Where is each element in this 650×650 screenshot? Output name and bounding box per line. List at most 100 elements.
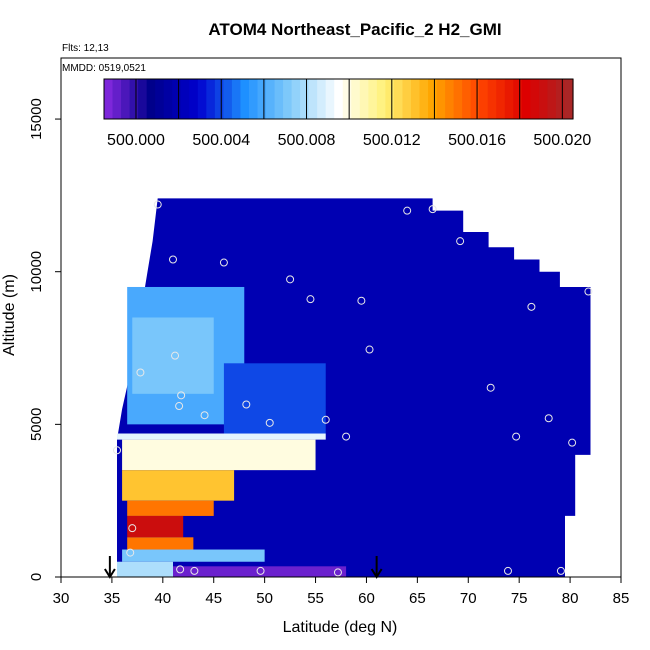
chart-title: ATOM4 Northeast_Pacific_2 H2_GMI [208, 20, 501, 39]
field-patch [122, 549, 265, 562]
sample-point [584, 287, 593, 296]
sample-point [153, 200, 162, 209]
x-tick-label: 60 [358, 590, 375, 607]
colorbar-tick-label: 500.020 [533, 132, 591, 149]
colorbar-cell [504, 79, 514, 119]
colorbar-tick-label: 500.008 [278, 132, 336, 149]
y-tick-label: 10000 [28, 251, 45, 293]
colorbar: 500.000 500.004 500.008 500.012 500.016 500.0… [103, 78, 591, 149]
field-patch [122, 439, 316, 471]
colorbar-cell [155, 79, 165, 119]
x-tick-label: 75 [511, 590, 528, 607]
colorbar-cell [462, 79, 472, 119]
x-tick-label: 45 [205, 590, 222, 607]
colorbar-cell [555, 79, 566, 119]
field-patch [127, 537, 194, 550]
x-tick-label: 85 [613, 590, 630, 607]
colorbar-cell [351, 79, 361, 119]
dates-label: MMDD: 0519,0521 [62, 63, 146, 74]
x-tick-label: 65 [409, 590, 426, 607]
field-patch [117, 561, 173, 577]
colorbar-cell [393, 79, 404, 119]
sample-point [403, 206, 412, 215]
sample-point [357, 296, 366, 305]
colorbar-cell [206, 79, 216, 119]
colorbar-cell [112, 79, 122, 119]
field-patch [122, 470, 235, 501]
colorbar-cell [538, 79, 549, 119]
y-tick-label: 15000 [28, 98, 45, 140]
y-axis-label: Altitude (m) [1, 274, 18, 356]
y-tick-label: 5000 [28, 408, 45, 441]
x-tick-label: 70 [460, 590, 477, 607]
sample-point [176, 565, 185, 574]
sample-point [486, 383, 495, 392]
sample-point [242, 400, 251, 409]
sample-point [175, 402, 184, 411]
colorbar-cell [257, 79, 267, 119]
sample-points [113, 200, 593, 577]
x-tick-label: 50 [256, 590, 273, 607]
x-axis: 30 35 40 45 50 55 60 65 70 75 80 85 [53, 577, 630, 607]
x-tick-label: 40 [154, 590, 171, 607]
field-patch [223, 363, 326, 434]
y-axis: 0 5000 10000 15000 [28, 98, 61, 581]
sample-point [169, 255, 177, 264]
colorbar-cell [487, 79, 497, 119]
field-patch [117, 433, 326, 440]
colorbar-cell [530, 79, 540, 119]
colorbar-tick-label: 500.004 [192, 132, 250, 149]
colorbar-cell [564, 79, 574, 119]
colorbar-cell [146, 79, 156, 119]
sample-point [177, 391, 186, 400]
colorbar-cell [359, 79, 369, 119]
colorbar-cell [189, 79, 199, 119]
colorbar-cell [266, 79, 276, 119]
flights-label: Flts: 12,13 [62, 43, 109, 54]
field-patch [127, 500, 214, 516]
field-patch [173, 566, 347, 577]
field-patch [132, 317, 214, 394]
plot-frame [60, 57, 622, 578]
colorbar-cell [317, 79, 327, 119]
colorbar-cell [291, 79, 301, 119]
sample-point [171, 351, 180, 360]
sample-point [333, 568, 342, 577]
colorbar-tick-label: 500.000 [107, 132, 165, 149]
x-tick-label: 55 [307, 590, 324, 607]
sample-point [527, 302, 536, 311]
colorbar-cell [479, 79, 489, 119]
x-tick-label: 80 [562, 590, 579, 607]
sample-point [456, 237, 465, 246]
sample-point [126, 548, 135, 557]
colorbar-cell [240, 79, 250, 119]
sample-point [265, 418, 274, 427]
colorbar-cell [419, 79, 429, 119]
colorbar-cell [214, 79, 224, 119]
colorbar-cell [308, 79, 318, 119]
sample-point [568, 438, 577, 447]
colorbar-cell [163, 79, 173, 119]
colorbar-cell [513, 79, 523, 119]
sample-point [286, 275, 295, 284]
sample-point [321, 415, 330, 424]
sample-point [219, 258, 228, 267]
colorbar-cell [121, 79, 131, 119]
colorbar-cell [428, 79, 438, 119]
x-tick-label: 30 [53, 590, 70, 607]
colorbar-cell [410, 79, 421, 119]
colorbar-border [103, 78, 574, 120]
colorbar-cell [521, 79, 531, 119]
colorbar-cell [129, 79, 139, 119]
colorbar-tick-label: 500.016 [448, 132, 506, 149]
colorbar-cell [368, 79, 378, 119]
colorbar-cell [496, 79, 506, 119]
sample-point [512, 432, 521, 441]
colorbar-cell [172, 79, 182, 119]
colorbar-cell [274, 79, 284, 119]
colorbar-cell [104, 79, 114, 119]
colorbar-cell [231, 79, 242, 119]
colorbar-cell [402, 79, 412, 119]
colorbar-cell [248, 79, 259, 119]
colorbar-cell [470, 79, 480, 119]
